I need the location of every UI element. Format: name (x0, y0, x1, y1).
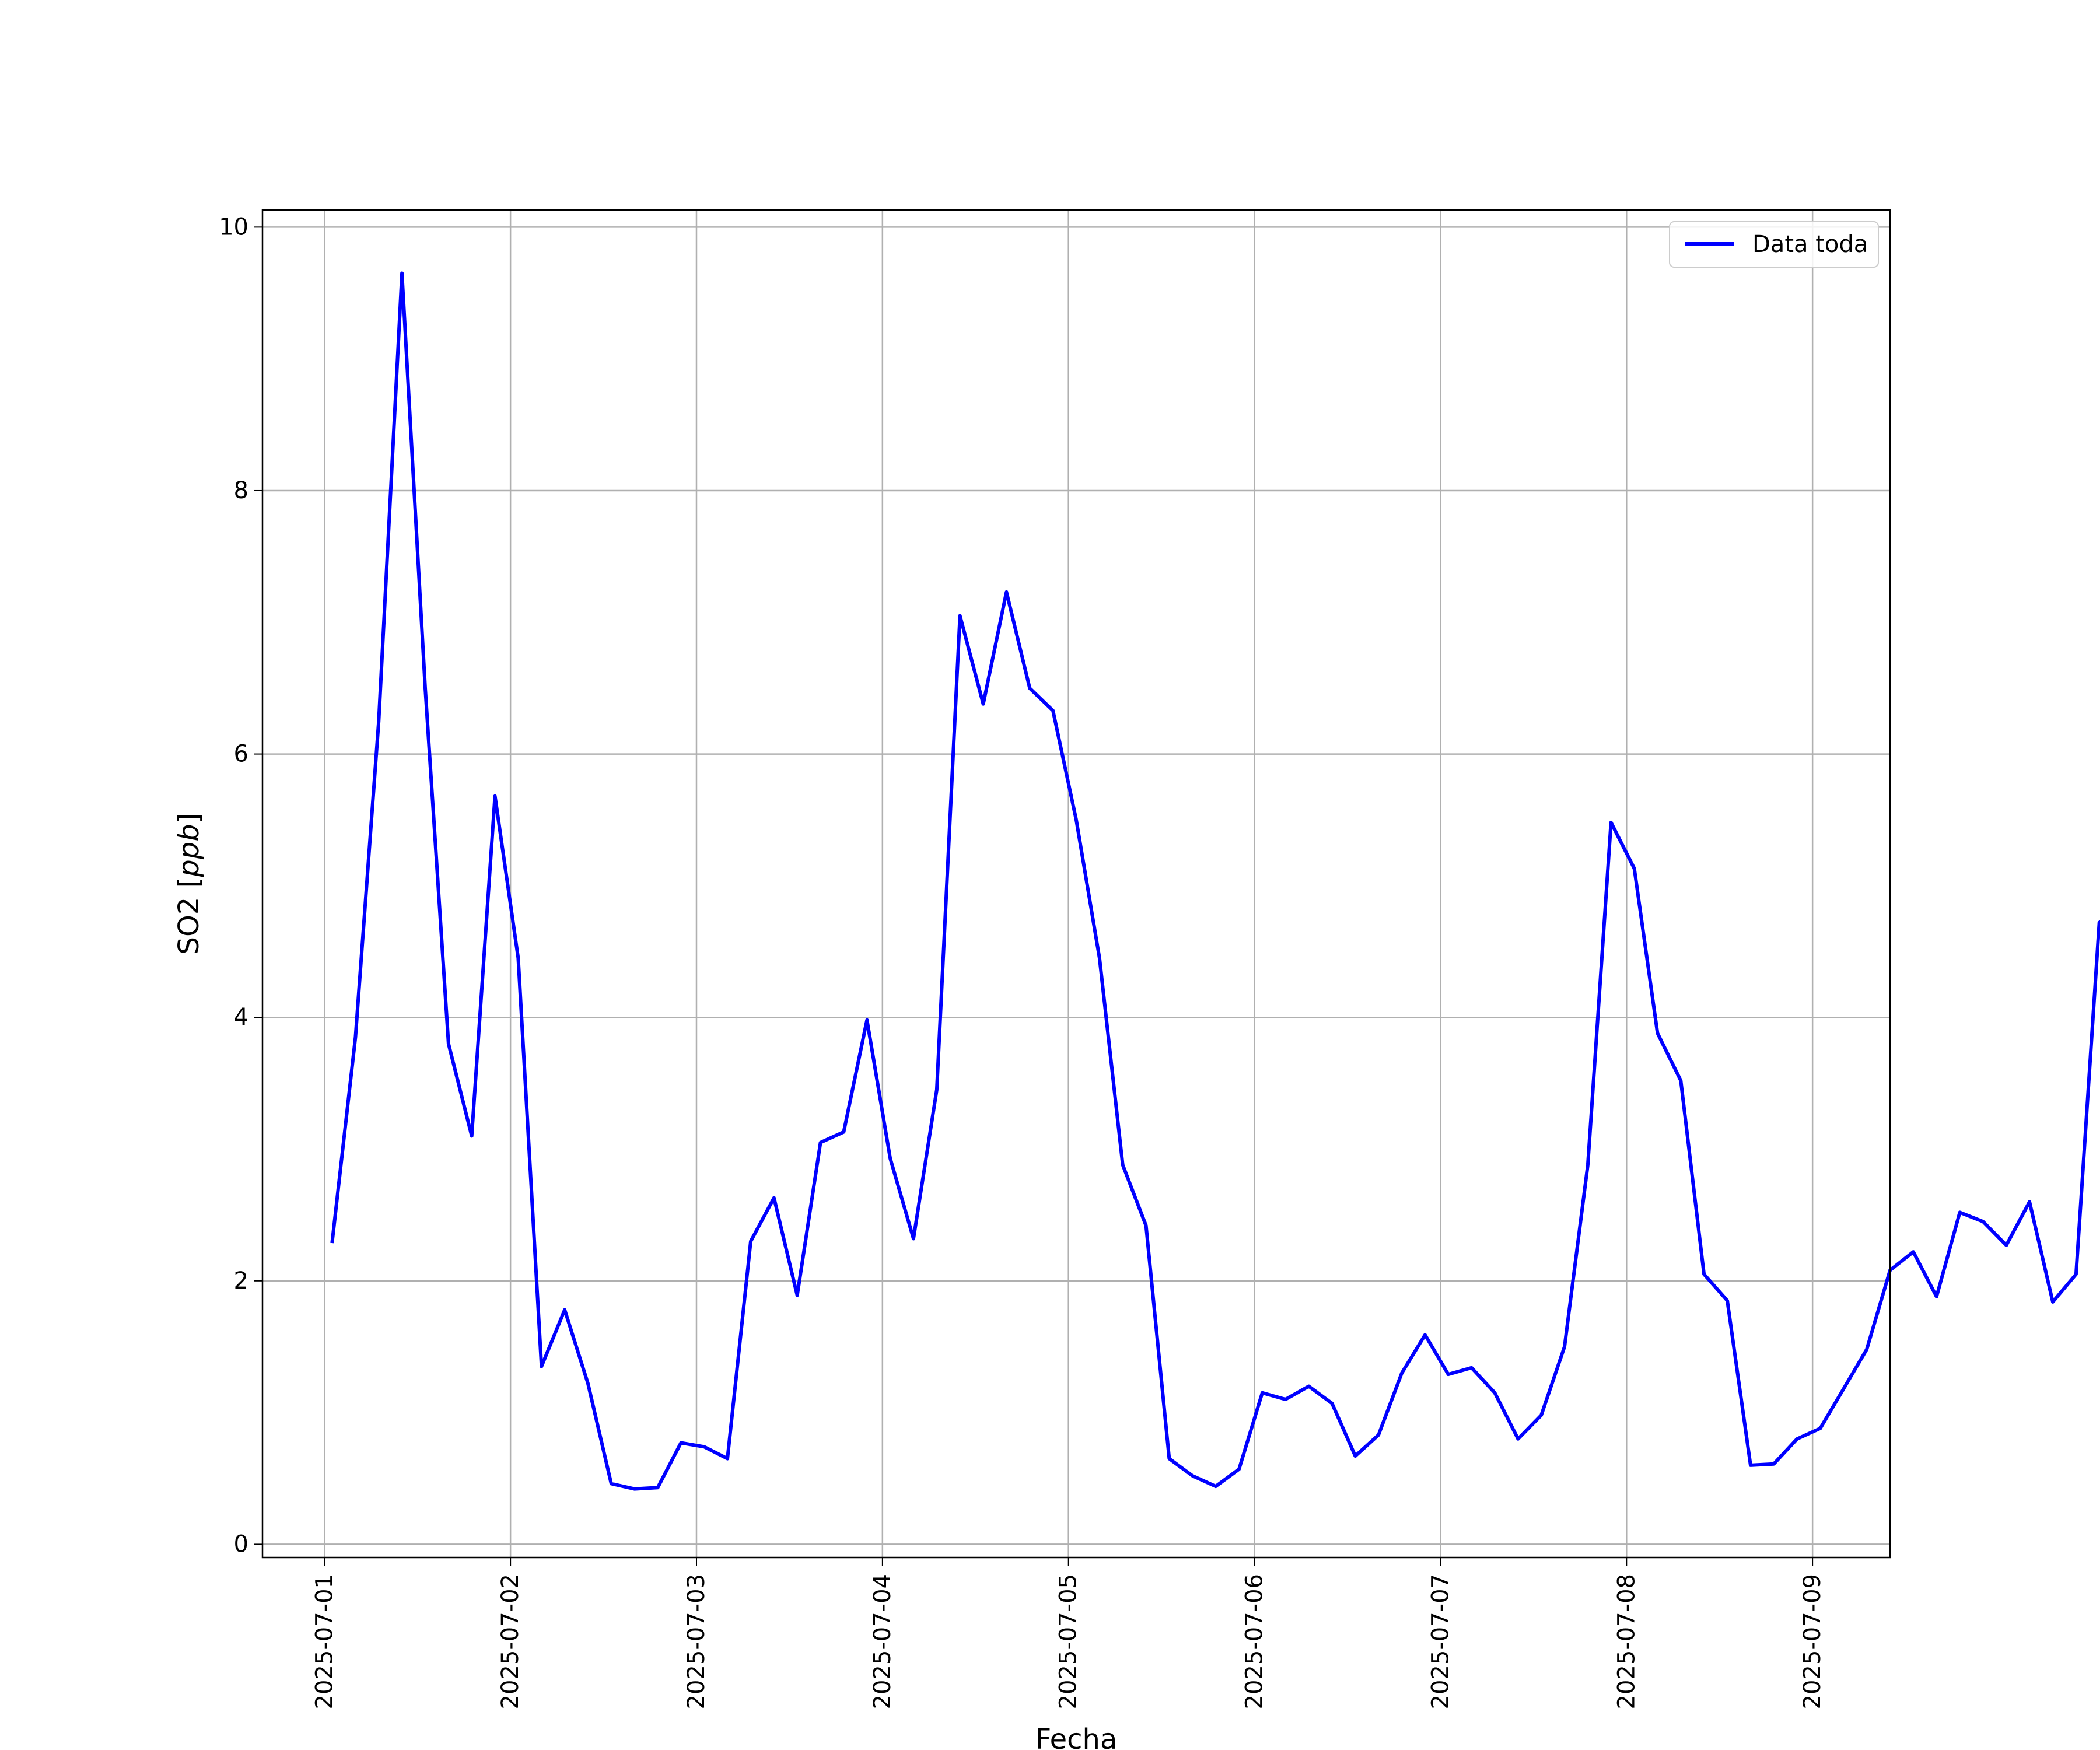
series-layer (330, 271, 2100, 1491)
x-tick-label: 2025-07-01 (311, 1574, 338, 1709)
x-tick-label: 2025-07-04 (869, 1574, 896, 1709)
plot-frame (261, 209, 1891, 1559)
legend-box (1669, 221, 1879, 268)
x-tick-label: 2025-07-08 (1613, 1574, 1640, 1709)
y-tick-label: 6 (234, 741, 249, 768)
x-tick-label: 2025-07-02 (497, 1574, 524, 1709)
x-tick-label: 2025-07-09 (1799, 1574, 1826, 1709)
x-tick-label: 2025-07-06 (1241, 1574, 1268, 1709)
x-tick-label: 2025-07-03 (683, 1574, 710, 1709)
y-axis-label: SO2 [ppb] (173, 813, 205, 955)
x-tick-label: 2025-07-05 (1055, 1574, 1082, 1709)
grid (262, 210, 1890, 1558)
legend: Data toda (1669, 221, 1879, 268)
x-tick-label: 2025-07-07 (1427, 1574, 1454, 1709)
y-tick-label: 4 (234, 1004, 249, 1031)
x-axis: 2025-07-01 2025-07-02 2025-07-03 2025-07-04… (311, 1558, 1826, 1709)
y-tick-label: 10 (219, 214, 249, 240)
y-tick-label: 0 (234, 1531, 249, 1558)
legend-label-data-toda: Data toda (1752, 231, 1868, 258)
y-tick-label: 8 (234, 477, 249, 504)
y-axis: 0 2 4 6 8 10 (219, 214, 262, 1558)
y-tick-label: 2 (234, 1268, 249, 1294)
x-axis-label: Fecha (1035, 1723, 1118, 1750)
series-line-0 (330, 271, 2100, 1491)
